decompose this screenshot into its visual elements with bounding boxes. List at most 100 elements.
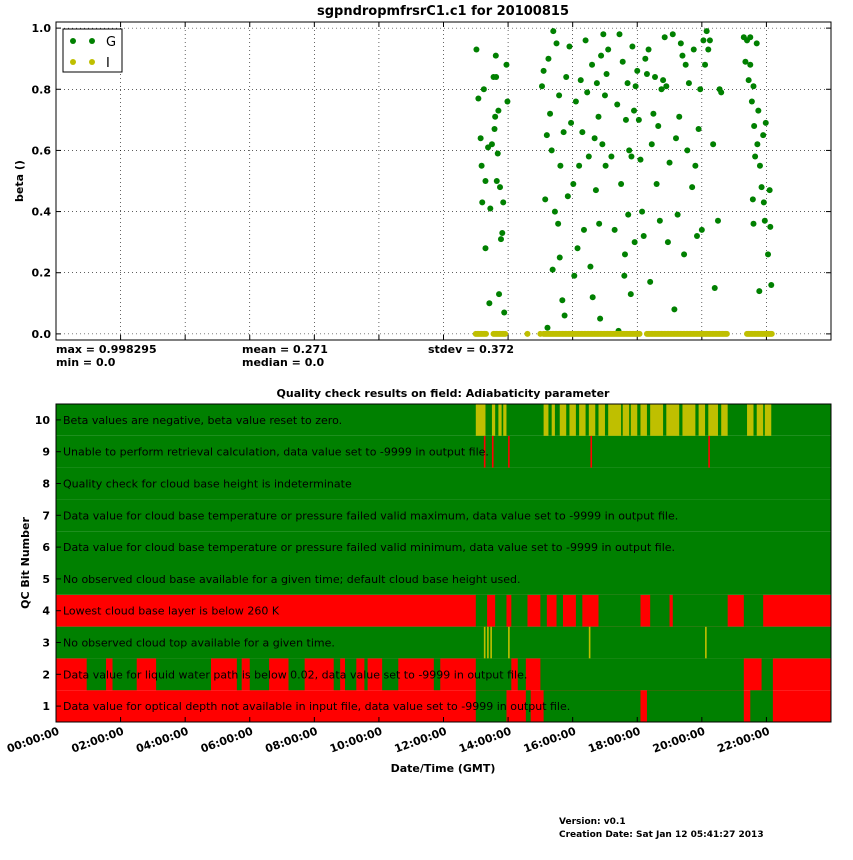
qc-row-description: Beta values are negative, beta value res… xyxy=(63,414,342,427)
beta-scatter-plot: sgpndropmfrsrC1.c1 for 20100815 beta () … xyxy=(13,4,832,369)
qc-row-bit-5 xyxy=(56,563,831,595)
scatter-point-g xyxy=(706,37,713,44)
qc-x-tick-label: 16:00:00 xyxy=(522,724,578,755)
scatter-point-g xyxy=(761,217,768,224)
scatter-point-g xyxy=(491,126,498,133)
qc-x-tick-label: 04:00:00 xyxy=(134,724,190,755)
scatter-point-g xyxy=(582,37,589,44)
scatter-point-g xyxy=(544,324,551,331)
scatter-point-g xyxy=(595,113,602,120)
qc-segment xyxy=(698,404,706,436)
scatter-point-g xyxy=(700,37,707,44)
scatter-point-g xyxy=(584,89,591,96)
scatter-point-g xyxy=(750,220,757,227)
qc-segment xyxy=(487,626,489,659)
scatter-point-g xyxy=(685,80,692,87)
scatter-point-g xyxy=(751,122,758,129)
scatter-point-g xyxy=(767,223,774,230)
qc-segment xyxy=(475,658,512,691)
qc-segment xyxy=(588,626,591,659)
scatter-point-g xyxy=(655,122,662,129)
scatter-point-g xyxy=(695,126,702,133)
legend-marker-i xyxy=(89,59,95,65)
scatter-point-g xyxy=(718,89,725,96)
scatter-point-g xyxy=(631,107,638,114)
scatter-point-g xyxy=(542,196,549,203)
scatter-point-g xyxy=(488,141,495,148)
scatter-point-g xyxy=(543,132,550,139)
scatter-y-tick-label: 0.0 xyxy=(32,328,52,341)
qc-segment xyxy=(475,404,486,436)
scatter-point-g xyxy=(664,239,671,246)
qc-segment xyxy=(682,404,696,436)
qc-segment xyxy=(640,404,647,436)
qc-x-ticks: 00:00:00 02:00:00 04:00:00 06:00:00 08:00:00… xyxy=(5,717,772,756)
qc-row-description: Data value for optical depth not availab… xyxy=(63,700,570,713)
scatter-point-g xyxy=(626,147,633,154)
qc-y-tick-label: 10 xyxy=(35,414,51,427)
scatter-point-g xyxy=(618,181,625,188)
scatter-point-g xyxy=(671,306,678,313)
scatter-point-g xyxy=(679,52,686,59)
scatter-point-g xyxy=(677,40,684,47)
scatter-title: sgpndropmfrsrC1.c1 for 20100815 xyxy=(317,4,569,19)
scatter-point-g xyxy=(650,110,657,117)
scatter-point-g xyxy=(551,208,558,215)
qc-segment xyxy=(508,626,510,659)
scatter-point-g xyxy=(560,129,567,136)
scatter-point-g xyxy=(550,28,557,35)
scatter-point-g xyxy=(570,181,577,188)
scatter-point-g xyxy=(616,31,623,38)
scatter-point-g xyxy=(479,199,486,206)
qc-heatmap: Quality check results on field: Adiabati… xyxy=(5,387,832,775)
scatter-point-g xyxy=(602,162,609,169)
qc-segment xyxy=(569,404,576,436)
qc-segment xyxy=(540,658,744,691)
qc-row-description: Data value for cloud base temperature or… xyxy=(63,509,678,522)
qc-segment xyxy=(590,435,593,468)
qc-title: Quality check results on field: Adiabati… xyxy=(277,387,610,400)
scatter-point-g xyxy=(619,58,626,65)
qc-segment xyxy=(646,690,744,722)
qc-x-tick-label: 18:00:00 xyxy=(586,724,642,755)
qc-y-tick-label: 8 xyxy=(42,478,50,491)
scatter-point-g xyxy=(494,150,501,157)
scatter-point-g xyxy=(632,83,639,90)
qc-x-tick-label: 22:00:00 xyxy=(716,724,772,755)
scatter-point-g xyxy=(563,74,570,81)
scatter-point-g xyxy=(658,86,665,93)
scatter-point-i xyxy=(768,330,775,337)
scatter-point-g xyxy=(681,251,688,258)
scatter-point-g xyxy=(572,98,579,105)
qc-segment xyxy=(721,404,728,436)
scatter-point-g xyxy=(661,34,668,41)
scatter-y-tick-label: 0.6 xyxy=(32,144,52,157)
scatter-point-g xyxy=(600,31,607,38)
scatter-point-g xyxy=(557,162,564,169)
scatter-point-g xyxy=(697,86,704,93)
qc-segment xyxy=(236,658,242,691)
qc-segment xyxy=(475,690,507,722)
scatter-point-g xyxy=(744,37,751,44)
qc-segment xyxy=(86,658,107,691)
legend-marker-i xyxy=(70,59,76,65)
scatter-point-g xyxy=(627,291,634,298)
qc-segment xyxy=(517,658,526,691)
qc-segment xyxy=(650,594,670,627)
scatter-point-g xyxy=(621,272,628,279)
scatter-point-g xyxy=(628,153,635,160)
qc-segment xyxy=(750,690,773,722)
scatter-point-g xyxy=(603,70,610,77)
scatter-point-g xyxy=(559,297,566,304)
scatter-point-g xyxy=(580,226,587,233)
scatter-point-g xyxy=(758,184,765,191)
scatter-point-g xyxy=(579,129,586,136)
scatter-point-i xyxy=(524,330,531,337)
scatter-point-g xyxy=(611,226,618,233)
qc-row-bit-3 xyxy=(56,626,831,659)
scatter-point-g xyxy=(576,162,583,169)
scatter-point-g xyxy=(703,28,710,35)
qc-segment xyxy=(608,404,622,436)
qc-segment xyxy=(475,594,488,627)
